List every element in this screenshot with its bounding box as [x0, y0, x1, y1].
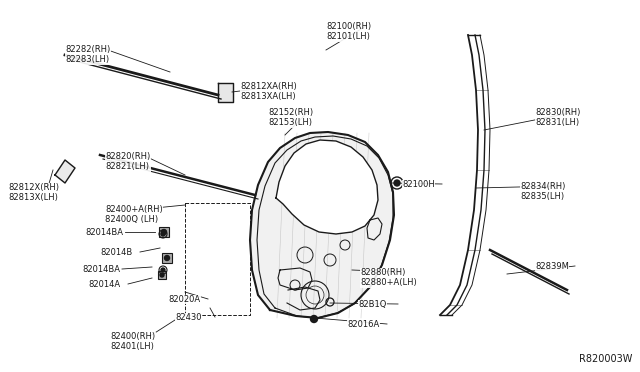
- Text: 82014A: 82014A: [88, 280, 120, 289]
- Text: 82014B: 82014B: [100, 248, 132, 257]
- Circle shape: [394, 180, 400, 186]
- Circle shape: [161, 230, 166, 234]
- Text: 82020A: 82020A: [168, 295, 200, 304]
- Text: 82152(RH)
82153(LH): 82152(RH) 82153(LH): [268, 108, 313, 127]
- Circle shape: [160, 273, 164, 277]
- Text: 82100H: 82100H: [402, 180, 435, 189]
- FancyBboxPatch shape: [162, 253, 172, 263]
- FancyBboxPatch shape: [158, 271, 166, 279]
- Circle shape: [161, 232, 165, 236]
- Text: 82400(RH)
82401(LH): 82400(RH) 82401(LH): [110, 332, 155, 352]
- Text: 82834(RH)
82835(LH): 82834(RH) 82835(LH): [520, 182, 565, 201]
- Text: 82282(RH)
82283(LH): 82282(RH) 82283(LH): [65, 45, 110, 64]
- Text: R820003W: R820003W: [579, 354, 632, 364]
- Polygon shape: [276, 140, 378, 234]
- Circle shape: [161, 268, 165, 272]
- Text: 82880(RH)
82880+A(LH): 82880(RH) 82880+A(LH): [360, 268, 417, 288]
- Text: 82830(RH)
82831(LH): 82830(RH) 82831(LH): [535, 108, 580, 127]
- Text: 82820(RH)
82821(LH): 82820(RH) 82821(LH): [105, 152, 150, 171]
- Text: 82100(RH)
82101(LH): 82100(RH) 82101(LH): [326, 22, 371, 41]
- Text: 82812XA(RH)
82813XA(LH): 82812XA(RH) 82813XA(LH): [240, 82, 297, 102]
- Circle shape: [164, 256, 170, 260]
- Text: 82430: 82430: [175, 313, 202, 322]
- Text: 82B1Q: 82B1Q: [358, 300, 387, 309]
- Text: 82839M: 82839M: [535, 262, 569, 271]
- Polygon shape: [250, 132, 394, 318]
- Text: 82014BA: 82014BA: [82, 265, 120, 274]
- Polygon shape: [218, 83, 233, 102]
- FancyBboxPatch shape: [159, 227, 169, 237]
- Text: 82014BA: 82014BA: [85, 228, 123, 237]
- Circle shape: [310, 315, 317, 323]
- Text: 82812X(RH)
82813X(LH): 82812X(RH) 82813X(LH): [8, 183, 59, 202]
- Text: 82016A: 82016A: [347, 320, 380, 329]
- Text: 82400+A(RH)
82400Q (LH): 82400+A(RH) 82400Q (LH): [105, 205, 163, 224]
- Polygon shape: [55, 160, 75, 183]
